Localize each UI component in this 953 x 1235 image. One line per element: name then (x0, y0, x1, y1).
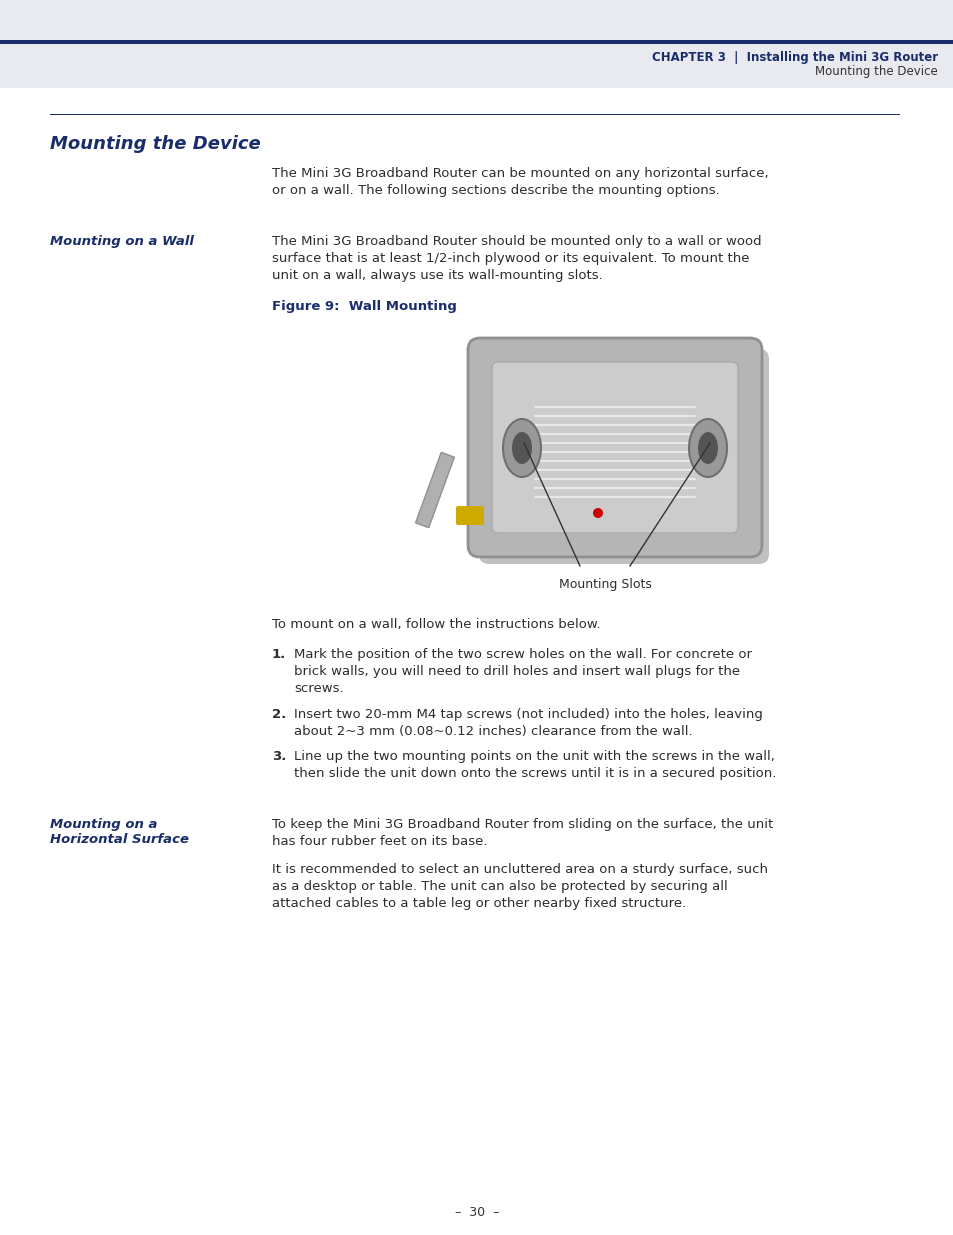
FancyBboxPatch shape (468, 338, 761, 557)
Bar (0, 0, 953, 88)
Text: –  30  –: – 30 – (455, 1207, 498, 1219)
Text: Insert two 20-mm M4 tap screws (not included) into the holes, leaving: Insert two 20-mm M4 tap screws (not incl… (294, 708, 762, 721)
Text: The Mini 3G Broadband Router should be mounted only to a wall or wood: The Mini 3G Broadband Router should be m… (272, 235, 760, 248)
Text: Horizontal Surface: Horizontal Surface (50, 832, 189, 846)
Text: To keep the Mini 3G Broadband Router from sliding on the surface, the unit: To keep the Mini 3G Broadband Router fro… (272, 818, 773, 831)
Text: 3.: 3. (272, 750, 286, 763)
Text: then slide the unit down onto the screws until it is in a secured position.: then slide the unit down onto the screws… (294, 767, 776, 781)
Bar (50, 114, 899, 115)
Ellipse shape (502, 419, 540, 477)
Text: 1.: 1. (272, 648, 286, 661)
Ellipse shape (688, 419, 726, 477)
Text: Mounting on a: Mounting on a (50, 818, 157, 831)
Text: The Mini 3G Broadband Router can be mounted on any horizontal surface,: The Mini 3G Broadband Router can be moun… (272, 167, 768, 180)
Text: Mounting Slots: Mounting Slots (558, 578, 651, 592)
Text: unit on a wall, always use its wall-mounting slots.: unit on a wall, always use its wall-moun… (272, 269, 602, 282)
Text: 2.: 2. (272, 708, 286, 721)
Text: attached cables to a table leg or other nearby fixed structure.: attached cables to a table leg or other … (272, 897, 685, 910)
Ellipse shape (698, 432, 718, 464)
Text: surface that is at least 1/2-inch plywood or its equivalent. To mount the: surface that is at least 1/2-inch plywoo… (272, 252, 749, 266)
Text: Mark the position of the two screw holes on the wall. For concrete or: Mark the position of the two screw holes… (294, 648, 751, 661)
Ellipse shape (512, 432, 532, 464)
Text: Mounting on a Wall: Mounting on a Wall (50, 235, 193, 248)
FancyBboxPatch shape (456, 506, 483, 525)
Text: Line up the two mounting points on the unit with the screws in the wall,: Line up the two mounting points on the u… (294, 750, 774, 763)
Text: To mount on a wall, follow the instructions below.: To mount on a wall, follow the instructi… (272, 618, 600, 631)
Text: has four rubber feet on its base.: has four rubber feet on its base. (272, 835, 487, 848)
Text: Mounting the Device: Mounting the Device (815, 65, 937, 79)
Text: as a desktop or table. The unit can also be protected by securing all: as a desktop or table. The unit can also… (272, 881, 727, 893)
Text: screws.: screws. (294, 682, 343, 695)
FancyBboxPatch shape (492, 362, 738, 534)
FancyBboxPatch shape (478, 350, 768, 564)
Text: Mounting the Device: Mounting the Device (50, 135, 260, 153)
Polygon shape (416, 452, 454, 527)
Text: Figure 9:  Wall Mounting: Figure 9: Wall Mounting (272, 300, 456, 312)
Bar (0, 40, 953, 44)
Text: brick walls, you will need to drill holes and insert wall plugs for the: brick walls, you will need to drill hole… (294, 664, 740, 678)
Text: It is recommended to select an uncluttered area on a sturdy surface, such: It is recommended to select an unclutter… (272, 863, 767, 876)
Circle shape (593, 508, 602, 517)
Text: about 2~3 mm (0.08~0.12 inches) clearance from the wall.: about 2~3 mm (0.08~0.12 inches) clearanc… (294, 725, 692, 739)
Text: CHAPTER 3  |  Installing the Mini 3G Router: CHAPTER 3 | Installing the Mini 3G Route… (651, 52, 937, 64)
Text: or on a wall. The following sections describe the mounting options.: or on a wall. The following sections des… (272, 184, 719, 198)
